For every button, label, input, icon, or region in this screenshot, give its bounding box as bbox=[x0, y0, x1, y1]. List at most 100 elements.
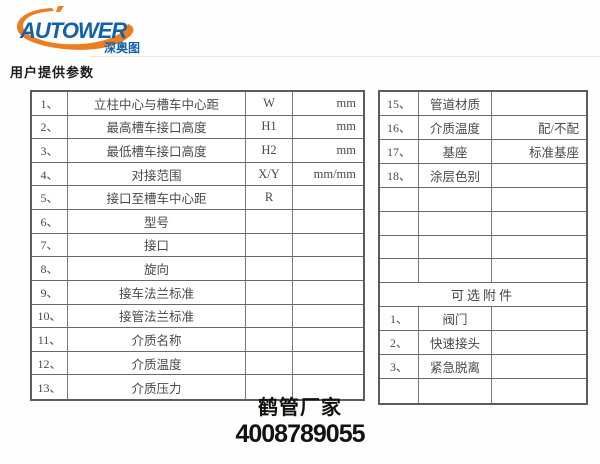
table-row: 2、 快速接头 bbox=[380, 331, 586, 356]
page-title: 用户提供参数 bbox=[10, 65, 95, 80]
param-unit bbox=[293, 328, 363, 351]
logo-swoosh-icon bbox=[17, 6, 134, 50]
table-row: 18、 涂层色别 bbox=[380, 163, 586, 188]
param-name: 介质压力 bbox=[68, 375, 246, 399]
option-value bbox=[492, 188, 586, 211]
autower-logo: AUTOWER 深奥图 bbox=[14, 6, 140, 56]
option-value bbox=[492, 236, 586, 259]
row-number: 2、 bbox=[32, 115, 68, 139]
option-value bbox=[492, 92, 586, 115]
row-number: 7、 bbox=[32, 233, 68, 257]
param-unit: mm/mm bbox=[313, 166, 356, 181]
table-row: 2、 最高槽车接口高度 H1 mm bbox=[32, 115, 363, 140]
table-row: 17、 基座 标准基座 bbox=[380, 139, 586, 164]
option-name: 基座 bbox=[419, 139, 492, 163]
param-name: 最高槽车接口高度 bbox=[68, 115, 246, 139]
param-name: 介质温度 bbox=[68, 351, 246, 375]
param-name: 接车法兰标准 bbox=[68, 280, 246, 304]
param-symbol: W bbox=[246, 92, 293, 115]
param-unit bbox=[293, 210, 363, 233]
param-symbol bbox=[246, 233, 293, 257]
option-name: 介质温度 bbox=[419, 115, 492, 139]
row-number: 1、 bbox=[32, 92, 68, 115]
option-value bbox=[492, 164, 586, 187]
option-name: 紧急脱离 bbox=[419, 355, 492, 379]
option-name bbox=[419, 211, 492, 235]
row-number: 3、 bbox=[32, 139, 68, 162]
param-symbol bbox=[246, 210, 293, 233]
param-unit bbox=[293, 257, 363, 280]
param-unit bbox=[293, 186, 363, 209]
row-number: 12、 bbox=[32, 351, 68, 375]
param-unit: mm bbox=[336, 143, 356, 158]
table-row: 10、 接管法兰标准 bbox=[32, 304, 363, 329]
param-symbol bbox=[246, 375, 293, 399]
options-table: 15、 管道材质 16、 介质温度 配/不配 17、 基座 标准基座 18、 涂层色别可选附件 1、… bbox=[378, 90, 588, 405]
param-name: 接管法兰标准 bbox=[68, 304, 246, 328]
table-row: 16、 介质温度 配/不配 bbox=[380, 115, 586, 140]
param-symbol: H1 bbox=[246, 115, 293, 139]
logo-subtitle: 深奥图 bbox=[103, 41, 140, 55]
table-row bbox=[380, 259, 586, 284]
row-number bbox=[380, 187, 419, 211]
table-row: 5、 接口至槽车中心距 R bbox=[32, 186, 363, 211]
company-name: 鹤管厂家 bbox=[258, 397, 342, 419]
param-unit bbox=[293, 305, 363, 328]
param-unit: mm bbox=[336, 95, 356, 110]
option-value bbox=[492, 259, 586, 282]
row-number: 5、 bbox=[32, 186, 68, 210]
option-value: 配/不配 bbox=[538, 121, 579, 136]
table-row: 13、 介质压力 bbox=[32, 375, 363, 399]
table-row: 3、 紧急脱离 bbox=[380, 355, 586, 380]
row-number: 16、 bbox=[380, 115, 419, 139]
param-name: 最低槽车接口高度 bbox=[68, 139, 246, 162]
row-number: 8、 bbox=[32, 257, 68, 280]
row-number: 11、 bbox=[32, 328, 68, 351]
param-name: 对接范围 bbox=[68, 162, 246, 186]
row-number bbox=[380, 379, 419, 403]
table-row bbox=[380, 211, 586, 236]
option-value bbox=[492, 307, 586, 330]
section-header: 可选附件 bbox=[450, 288, 515, 304]
table-row: 6、 型号 bbox=[32, 210, 363, 234]
option-value bbox=[492, 212, 586, 235]
row-number bbox=[380, 235, 419, 259]
row-number: 10、 bbox=[32, 304, 68, 328]
param-name: 立柱中心与槽车中心距 bbox=[68, 92, 246, 115]
option-value bbox=[492, 355, 586, 378]
option-name: 涂层色别 bbox=[419, 163, 492, 187]
param-name: 旋向 bbox=[68, 257, 246, 280]
u-accent-mark bbox=[56, 6, 64, 12]
option-name: 管道材质 bbox=[419, 92, 492, 115]
phone-number: 4008789055 bbox=[235, 420, 365, 448]
param-symbol bbox=[246, 257, 293, 280]
param-symbol bbox=[246, 304, 293, 328]
table-row bbox=[380, 235, 586, 260]
option-name: 快速接头 bbox=[419, 331, 492, 355]
option-name bbox=[419, 235, 492, 259]
divider bbox=[90, 56, 600, 57]
option-name bbox=[419, 259, 492, 283]
param-name: 型号 bbox=[68, 210, 246, 233]
param-symbol: R bbox=[246, 186, 293, 210]
param-name: 介质名称 bbox=[68, 328, 246, 351]
table-row: 4、 对接范围 X/Y mm/mm bbox=[32, 162, 363, 187]
param-symbol: H2 bbox=[246, 139, 293, 162]
option-name: 阀门 bbox=[419, 307, 492, 331]
row-number: 15、 bbox=[380, 92, 419, 115]
table-row: 3、 最低槽车接口高度 H2 mm bbox=[32, 139, 363, 163]
table-row: 9、 接车法兰标准 bbox=[32, 280, 363, 305]
param-symbol bbox=[246, 280, 293, 304]
param-unit bbox=[293, 281, 363, 304]
option-name bbox=[419, 379, 492, 403]
row-number: 13、 bbox=[32, 375, 68, 399]
row-number: 4、 bbox=[32, 162, 68, 186]
row-number: 1、 bbox=[380, 307, 419, 331]
logo-brand-text: AUTOWER bbox=[20, 18, 127, 43]
row-number: 6、 bbox=[32, 210, 68, 233]
table-row: 8、 旋向 bbox=[32, 257, 363, 281]
table-row: 11、 介质名称 bbox=[32, 328, 363, 352]
param-unit bbox=[293, 352, 363, 375]
